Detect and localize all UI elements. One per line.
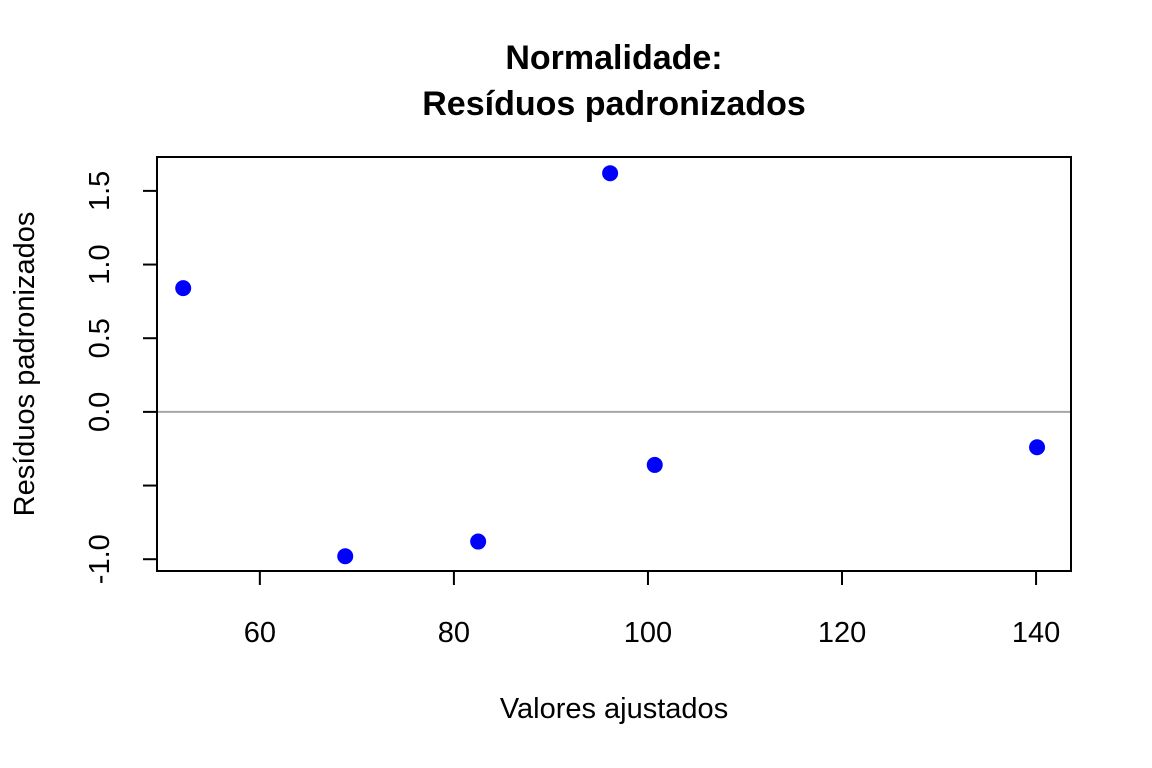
data-point [602,165,619,182]
y-axis-label: Resíduos padronizados [9,212,41,517]
x-tick-label: 120 [818,617,866,649]
x-tick-label: 140 [1012,617,1060,649]
data-point [1029,439,1046,456]
x-tick-label: 60 [244,617,276,649]
plot-frame [156,156,1072,572]
y-tick-label: 1.5 [84,171,116,211]
y-tick-label: -1.0 [84,534,116,584]
chart-title-line-1: Normalidade: [505,39,722,77]
x-axis-label: Valores ajustados [500,693,728,725]
data-point [175,280,192,297]
x-tick-label: 100 [624,617,672,649]
data-point [470,533,487,550]
data-point [337,548,354,565]
data-point [646,456,663,473]
chart-title-line-2: Resíduos padronizados [422,85,806,123]
plot-area: 60 80 100 120 140 -1.0 0.0 0.5 1.0 1.5 [84,156,1072,649]
y-tick-label: 0.5 [84,318,116,358]
y-tick-label: 1.0 [84,244,116,284]
x-tick-label: 80 [438,617,470,649]
y-tick-label: 0.0 [84,392,116,432]
